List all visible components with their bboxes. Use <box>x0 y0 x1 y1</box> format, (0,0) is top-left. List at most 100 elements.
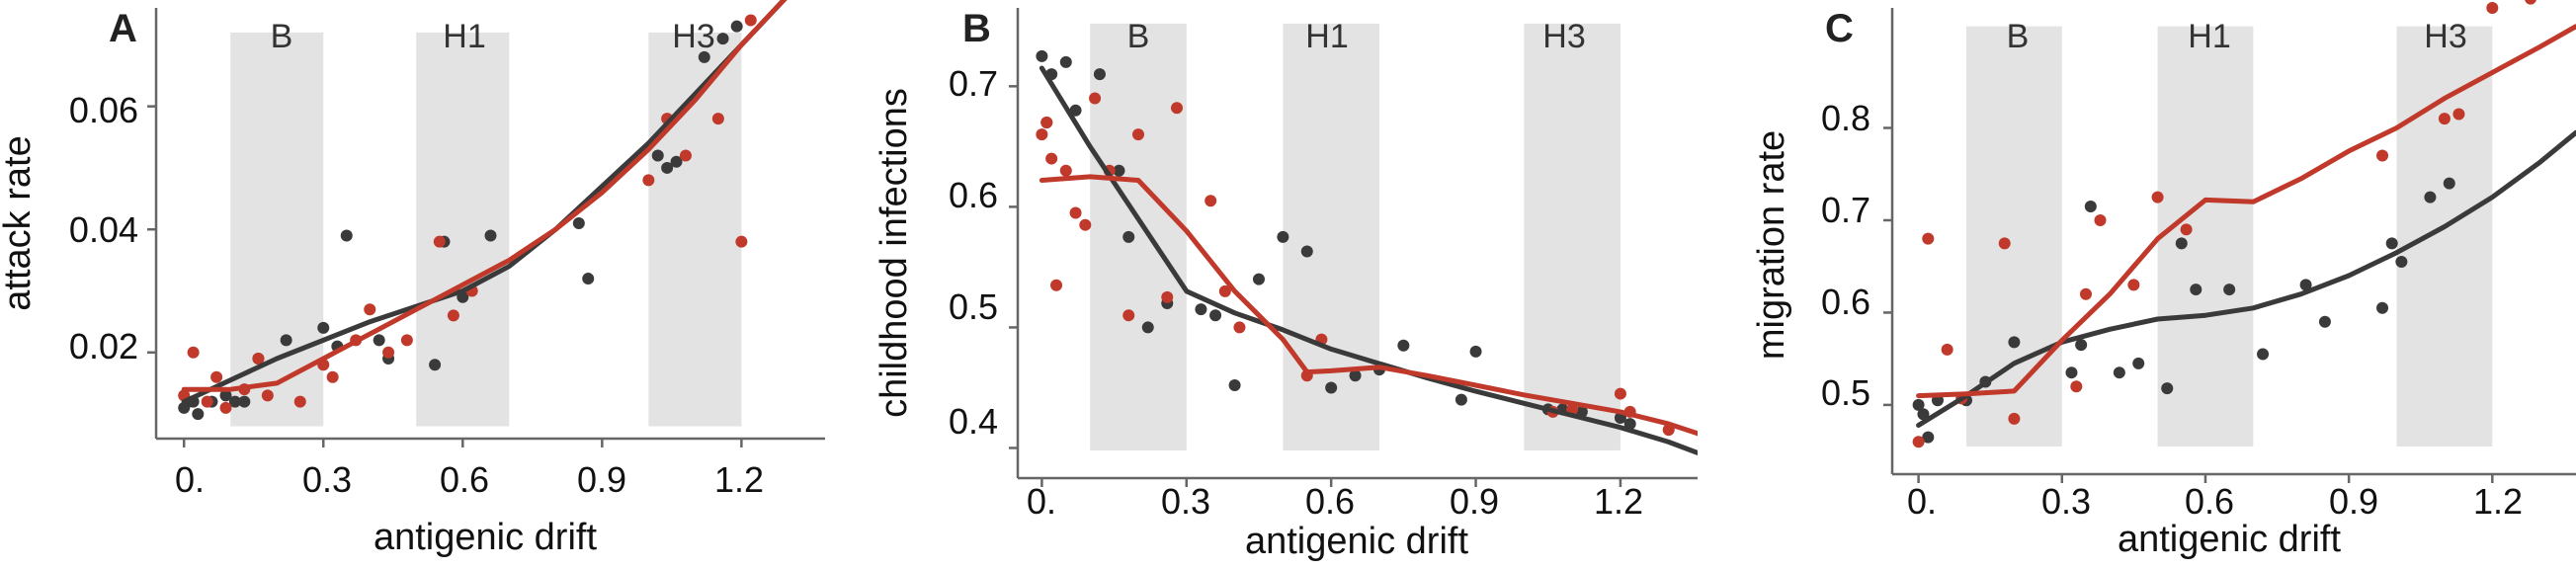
panel-b-black-trend-line <box>1039 65 1698 455</box>
panel-b-plot-area <box>1036 49 1698 455</box>
panel-c-x-tick-label: 0.9 <box>2329 481 2378 522</box>
panel-c-black-point <box>1917 408 1930 421</box>
panel-a-x-tick-label: 0.9 <box>577 459 626 500</box>
panel-c-black-point <box>2161 382 2174 395</box>
panel-b-black-point <box>1209 309 1222 322</box>
panel-b-red-trend-line <box>1039 174 1698 437</box>
panel-b-x-tick-label: 0.9 <box>1450 481 1499 522</box>
panel-b-black-point <box>1036 49 1048 62</box>
panel-a-red-trend-line <box>181 0 788 392</box>
panel-c: C B H1 H3 0.8 0.7 0.6 0.5 0. 0.3 0.6 0.9… <box>1751 0 2576 560</box>
panel-c-red-point <box>2070 380 2083 393</box>
panel-a-black-point <box>429 359 442 371</box>
panel-b-red-point <box>1614 387 1626 400</box>
panel-c-red-point <box>2094 213 2107 226</box>
panel-b-red-point <box>1122 309 1135 322</box>
panel-a-black-point <box>484 229 497 242</box>
panel-b-y-axis-label: childhood infections <box>873 88 915 418</box>
panel-a-red-point <box>711 113 724 125</box>
panel-b-black-point <box>1141 321 1154 334</box>
panel-a-band-label-h1: H1 <box>443 18 485 55</box>
panel-c-red-point <box>2525 0 2536 5</box>
panel-c-band-label-h3: H3 <box>2424 18 2466 55</box>
panel-a-black-point <box>238 395 251 408</box>
panel-a-bands <box>230 32 742 427</box>
panel-c-black-point <box>2395 256 2408 269</box>
panel-c-black-point <box>2132 357 2145 369</box>
panel-c-plot-area <box>1912 0 2576 448</box>
panel-c-black-point <box>2223 284 2236 296</box>
panel-a-red-point <box>400 334 413 347</box>
panel-c-black-point <box>2075 339 2088 352</box>
panel-a-x-tick-label: 1.2 <box>714 459 764 500</box>
panel-c-black-point <box>2175 237 2188 250</box>
panel-c-black-point <box>2257 348 2270 361</box>
panel-a-red-point <box>364 303 376 316</box>
panel-b-red-point <box>1059 164 1072 177</box>
panel-c-y-tick-label: 0.7 <box>1821 190 1870 230</box>
panel-b-y-tick-label: 0.7 <box>949 63 998 104</box>
panel-b-letter: B <box>962 7 991 50</box>
panel-c-red-point <box>2180 223 2193 236</box>
panel-c-red-point <box>1912 436 1925 448</box>
panel-a-band-label-b: B <box>271 18 293 55</box>
panel-c-x-tick-label: 0.6 <box>2185 481 2234 522</box>
panel-c-y-tick-label: 0.8 <box>1821 98 1870 138</box>
panel-b-band-label-h1: H1 <box>1305 18 1348 55</box>
panel-c-black-point <box>2424 191 2437 203</box>
panel-a: A B H1 H3 0.06 0.04 0.02 0. 0.3 0.6 0.9 … <box>0 0 825 558</box>
panel-b-black-point <box>1252 273 1265 285</box>
panel-c-x-tick-label: 0.3 <box>2041 481 2091 522</box>
panel-a-y-tick-label: 0.06 <box>69 90 138 130</box>
panel-b-black-point <box>1195 303 1207 316</box>
panel-c-x-tick-label: 0. <box>1907 481 1937 522</box>
panel-b-red-point <box>1171 102 1184 115</box>
panel-c-black-point <box>2376 301 2389 314</box>
panel-a-x-axis-label: antigenic drift <box>374 517 597 558</box>
panel-a-black-point <box>228 395 241 408</box>
panel-c-black-point <box>2008 336 2021 349</box>
panel-a-red-point <box>642 174 655 187</box>
panel-b-bands <box>1090 23 1620 450</box>
panel-c-black-point <box>2065 366 2078 379</box>
panel-a-ticks <box>147 105 743 447</box>
panel-c-red-trend-line <box>1916 24 2576 399</box>
panel-c-red-point <box>2376 149 2389 162</box>
panel-c-black-trend-line <box>1916 129 2576 428</box>
panel-b-red-point <box>1131 128 1144 141</box>
panel-b-band-label-h3: H3 <box>1542 18 1585 55</box>
panel-b: B B H1 H3 0.7 0.6 0.5 0.4 0. 0.3 0.6 0.9… <box>873 7 1698 562</box>
panel-a-red-point <box>735 235 748 248</box>
panel-a-black-point <box>219 389 232 402</box>
panel-b-red-point <box>1036 128 1048 141</box>
panel-c-red-point <box>2008 412 2021 425</box>
panel-a-black-point <box>373 334 385 347</box>
panel-c-y-axis-label: migration rate <box>1751 130 1792 360</box>
panel-a-red-point <box>219 401 232 414</box>
panel-b-red-point <box>1218 284 1231 297</box>
panel-c-red-point <box>1998 237 2011 250</box>
panel-c-red-point <box>1941 343 1953 356</box>
panel-b-red-point <box>1045 152 1058 165</box>
panel-b-red-point <box>1205 195 1217 207</box>
panel-c-y-tick-label: 0.5 <box>1821 372 1870 413</box>
panel-a-series-layer <box>178 0 788 421</box>
panel-a-red-point <box>744 14 757 27</box>
panel-a-band-label-h3: H3 <box>672 18 714 55</box>
panel-c-band-label-h1: H1 <box>2188 18 2230 55</box>
panel-a-red-point <box>382 346 395 359</box>
panel-b-band-b <box>1090 23 1187 450</box>
panel-a-black-point <box>698 50 710 63</box>
panel-b-red-point <box>1040 116 1053 128</box>
panel-a-red-point <box>201 395 213 408</box>
panel-b-black-point <box>1623 418 1636 431</box>
panel-a-red-point <box>187 346 200 359</box>
panel-b-black-point <box>1093 68 1106 81</box>
panel-a-letter: A <box>109 7 137 50</box>
panel-a-y-tick-label: 0.02 <box>69 326 138 366</box>
panel-c-red-point <box>2452 108 2465 121</box>
panel-a-black-point <box>670 155 683 168</box>
panel-a-y-axis-label: attack rate <box>0 135 39 310</box>
panel-b-black-point <box>1277 230 1289 243</box>
